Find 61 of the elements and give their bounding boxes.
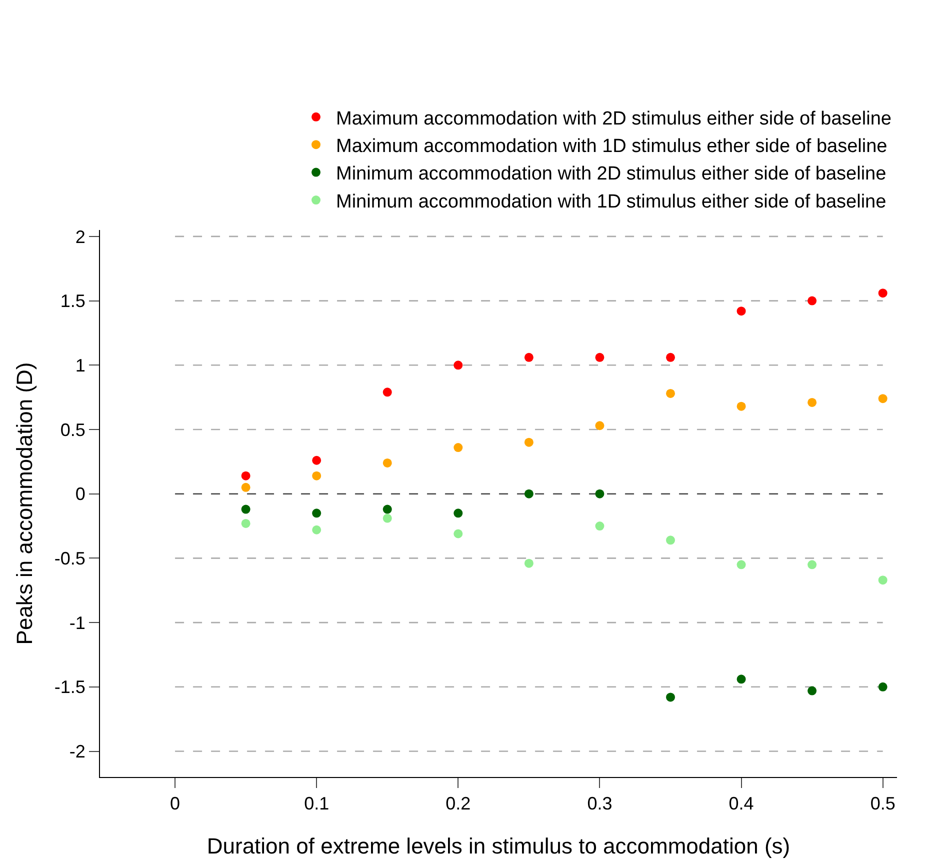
point [524, 489, 534, 498]
point [736, 560, 746, 570]
point [666, 352, 675, 362]
legend-label: Minimum accommodation with 2D stimulus either side of baseline [336, 164, 886, 185]
point [241, 518, 250, 528]
point [524, 352, 534, 362]
y-tick-label: 1.5 [60, 291, 86, 312]
point [666, 388, 675, 398]
y-tick-label: 2 [75, 226, 86, 247]
point [312, 525, 322, 534]
point [382, 458, 392, 468]
point [524, 438, 534, 447]
y-tick-label: 0.5 [60, 420, 86, 440]
point [808, 398, 817, 407]
point [595, 522, 604, 531]
point [454, 360, 463, 370]
legend-label: Maximum accommodation with 2D stimulus either side of baseline [336, 108, 892, 130]
point [382, 514, 392, 523]
y-axis-title: Peaks in accommodation (D) [12, 362, 38, 645]
point [241, 504, 250, 514]
x-tick-label: 0 [170, 794, 180, 814]
point [241, 471, 250, 480]
point [312, 456, 322, 465]
point [736, 402, 746, 411]
point [878, 394, 888, 404]
legend-label: Maximum accommodation with 1D stimulus ether side of baseline [336, 136, 888, 158]
point [595, 421, 604, 430]
y-tick-label: 1 [75, 355, 86, 376]
x-tick-label: 0.1 [304, 794, 330, 814]
point [808, 560, 817, 570]
y-tick-label: -2 [69, 742, 86, 762]
point [312, 508, 322, 518]
point [878, 682, 888, 692]
point [382, 504, 392, 514]
point [878, 288, 888, 298]
point [878, 576, 888, 585]
point [454, 443, 463, 452]
point [736, 674, 746, 684]
x-tick-label: 0.3 [587, 794, 612, 814]
y-tick-label: -1.5 [54, 677, 86, 698]
point [666, 536, 675, 545]
y-tick-label: -0.5 [54, 548, 86, 568]
x-tick-label: 0.4 [728, 794, 754, 814]
point [241, 482, 250, 492]
point [595, 352, 604, 362]
legend-label: Minimum accommodation with 1D stimulus either side of baseline [336, 191, 886, 212]
x-axis-title: Duration of extreme levels in stimulus to accommodation (s) [206, 834, 790, 858]
y-tick-label: -1 [69, 612, 86, 633]
point [736, 306, 746, 316]
point [666, 692, 675, 702]
point [454, 508, 463, 518]
point [808, 686, 817, 696]
point [382, 388, 392, 397]
point [808, 296, 817, 306]
x-tick-label: 0.5 [870, 794, 896, 814]
x-tick-label: 0.2 [446, 794, 471, 814]
point [312, 471, 322, 480]
y-tick-label: 0 [75, 484, 86, 504]
point [524, 558, 534, 568]
point [454, 529, 463, 538]
point [595, 489, 604, 498]
